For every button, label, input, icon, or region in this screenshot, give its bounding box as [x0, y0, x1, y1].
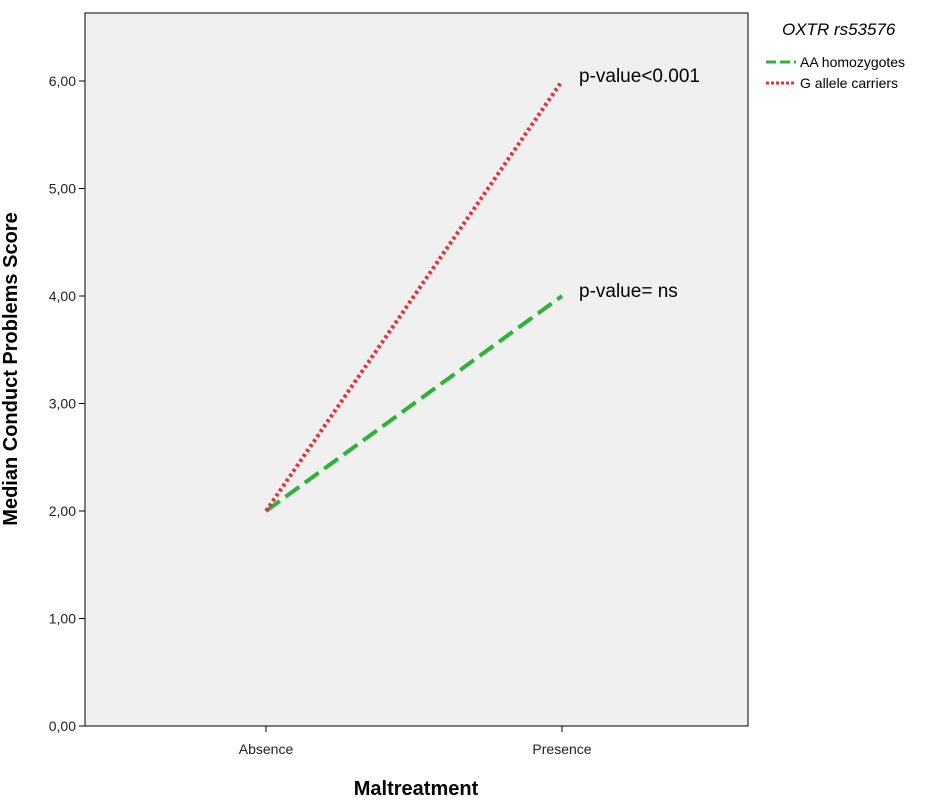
- y-tick-label: 6,00: [49, 73, 76, 89]
- y-axis-ticks: 0,00 1,00 2,00 3,00 4,00 5,00 6,00: [49, 73, 85, 734]
- y-tick-label: 5,00: [49, 181, 76, 197]
- legend-title: OXTR rs53576: [782, 20, 896, 39]
- legend: OXTR rs53576 AA homozygotes G allele carr…: [766, 20, 905, 91]
- y-tick-label: 4,00: [49, 288, 76, 304]
- y-tick-label: 1,00: [49, 611, 76, 627]
- x-axis-ticks: Absence Presence: [239, 726, 592, 757]
- x-tick-label: Absence: [239, 741, 294, 757]
- annotation-1: p-value= ns: [579, 281, 678, 302]
- series-line-0: [264, 294, 564, 513]
- x-axis-title: Maltreatment: [354, 778, 479, 800]
- y-tick-label: 0,00: [49, 718, 76, 734]
- annotations: p-value<0.001 p-value= ns: [579, 66, 700, 302]
- legend-label-1: G allele carriers: [800, 75, 898, 91]
- y-axis-title: Median Conduct Problems Score: [0, 212, 22, 525]
- annotation-0: p-value<0.001: [579, 66, 700, 87]
- y-tick-label: 2,00: [49, 503, 76, 519]
- plot-area: [84, 12, 749, 727]
- series-layer: [264, 79, 564, 513]
- legend-label-0: AA homozygotes: [800, 54, 905, 70]
- x-tick-label: Presence: [532, 741, 591, 757]
- y-tick-label: 3,00: [49, 396, 76, 412]
